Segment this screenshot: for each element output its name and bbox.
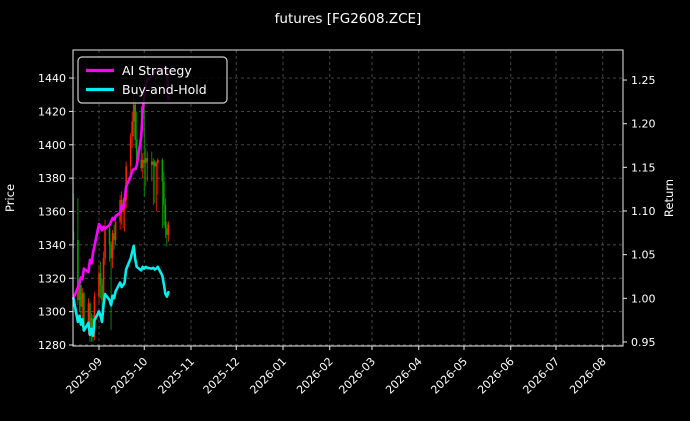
- legend-label: AI Strategy: [122, 63, 192, 78]
- return-tick-label: 1.10: [631, 205, 656, 218]
- candle-body: [140, 159, 143, 169]
- return-tick-label: 1.05: [631, 249, 656, 262]
- candle-body: [166, 228, 168, 235]
- x-tick-label: 2025-11: [155, 355, 197, 397]
- price-tick-label: 1380: [38, 172, 66, 185]
- candle-body: [108, 228, 111, 245]
- price-tick-label: 1440: [38, 72, 66, 85]
- candle-body: [150, 161, 153, 165]
- candle-body: [110, 244, 112, 259]
- x-tick-label: 2026-03: [336, 355, 378, 397]
- price-tick-label: 1320: [38, 272, 66, 285]
- legend-label: Buy-and-Hold: [122, 82, 207, 97]
- candle-body: [154, 161, 156, 167]
- candle-body: [144, 158, 147, 164]
- x-tick-label: 2026-05: [428, 355, 470, 397]
- plot-area: 1280 1300 1320 1340 1360 1380 1400 1420 1440 0.95…: [38, 49, 656, 397]
- return-tick-label: 1.20: [631, 118, 656, 131]
- x-tick-label: 2026-02: [294, 355, 336, 397]
- x-tick-label: 2026-07: [520, 355, 562, 397]
- candle-body: [77, 239, 79, 300]
- chart-title: futures [FG2608.ZCE]: [275, 11, 422, 27]
- legend: AI Strategy Buy-and-Hold: [77, 56, 228, 104]
- return-tick-label: 0.95: [631, 336, 656, 349]
- candle-body: [143, 159, 146, 164]
- candle-body: [99, 273, 102, 285]
- candle-body: [90, 318, 93, 334]
- price-tick-label: 1340: [38, 239, 66, 252]
- y-axis-label-price: Price: [3, 184, 17, 212]
- price-tick-label: 1280: [38, 339, 66, 352]
- candle-body: [129, 136, 132, 167]
- candle-body: [81, 293, 84, 307]
- legend-box: [77, 56, 228, 104]
- candle-body: [163, 181, 165, 205]
- candle-body: [114, 221, 117, 240]
- candle-body: [141, 159, 144, 169]
- candle-body: [134, 104, 136, 140]
- return-tick-label: 1.15: [631, 161, 656, 174]
- candle-body: [131, 121, 133, 137]
- candle-body: [125, 166, 127, 200]
- price-tick-label: 1420: [38, 105, 66, 118]
- candle-body: [161, 159, 164, 182]
- candle-body: [98, 273, 100, 297]
- price-tick-label: 1300: [38, 306, 66, 319]
- candle-body: [152, 161, 155, 165]
- candle-body: [111, 233, 114, 259]
- y-axis-label-return: Return: [662, 179, 676, 217]
- candle-body: [167, 224, 170, 235]
- gridlines: [73, 50, 623, 346]
- candle-body: [135, 139, 138, 160]
- x-tick-label: 2025-10: [109, 355, 151, 397]
- return-tick-label: 1.00: [631, 292, 656, 305]
- candle-body: [87, 303, 90, 324]
- price-tick-label: 1360: [38, 206, 66, 219]
- price-tick-label: 1400: [38, 139, 66, 152]
- candle-body: [93, 296, 96, 337]
- candle-body: [132, 104, 135, 122]
- candle-body: [102, 258, 105, 300]
- candle-body: [78, 284, 81, 300]
- x-tick-label: 2025-09: [63, 355, 105, 397]
- x-tick-label: 2026-06: [475, 355, 517, 397]
- return-tick-label: 1.25: [631, 74, 656, 87]
- buy-and-hold-line: [72, 244, 170, 338]
- x-tick-label: 2026-08: [567, 355, 609, 397]
- candle-body: [80, 284, 82, 307]
- candle-body: [113, 233, 115, 240]
- candle-body: [157, 159, 159, 164]
- candle-body: [146, 158, 149, 162]
- candle-body: [164, 204, 167, 229]
- candle-body: [104, 228, 106, 259]
- candle-body: [101, 284, 103, 300]
- candle-body: [89, 303, 91, 334]
- axes-spines: [72, 49, 624, 347]
- x-tick-label: 2026-01: [247, 355, 289, 397]
- candle-body: [155, 163, 158, 167]
- x-tick-label: 2025-12: [201, 355, 243, 397]
- x-tick-label: 2026-04: [383, 355, 425, 397]
- candle-body: [83, 293, 85, 324]
